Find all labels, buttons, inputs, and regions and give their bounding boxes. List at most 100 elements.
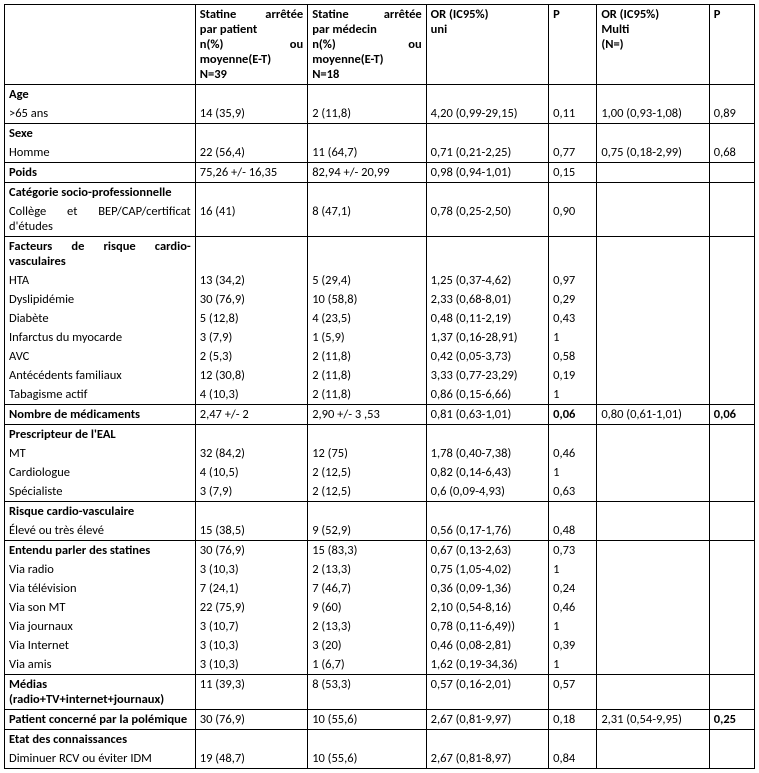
cell: 0,68 <box>709 143 754 163</box>
cell <box>597 328 709 347</box>
cell <box>709 163 754 183</box>
table-row: Patient concerné par la polémique30 (76,… <box>5 710 755 730</box>
h1f: moyenne(E-T) <box>200 52 271 67</box>
cell: 0,29 <box>549 290 597 309</box>
cell: 1,78 (0,40-7,38) <box>426 444 548 463</box>
cell: 22 (56,4) <box>195 143 307 163</box>
cell <box>709 560 754 579</box>
cell: 0,06 <box>709 405 754 425</box>
cell <box>426 183 548 203</box>
cell <box>709 444 754 463</box>
h1a: Statine <box>200 7 237 22</box>
cell: 3 (10,3) <box>195 560 307 579</box>
cell: Via son MT <box>5 598 196 617</box>
cell: 5 (12,8) <box>195 309 307 328</box>
cell <box>597 482 709 502</box>
cell: 0,48 <box>549 521 597 541</box>
h1c: par patient <box>200 22 257 37</box>
cell <box>709 237 754 272</box>
cell: 2,67 (0,81-8,97) <box>426 749 548 769</box>
cell <box>549 425 597 445</box>
cell: 12 (75) <box>308 444 426 463</box>
cell: Via radio <box>5 560 196 579</box>
cell <box>308 425 426 445</box>
cell <box>597 237 709 272</box>
col-header-medecin: Statine arrêtée par médecin n(%) ou moye… <box>308 5 426 85</box>
cell: 3,33 (0,77-23,29) <box>426 366 548 385</box>
cell <box>426 237 548 272</box>
table-row: Poids75,26 +/- 16,3582,94 +/- 20,990,98 … <box>5 163 755 183</box>
cell: 0,36 (0,09-1,36) <box>426 579 548 598</box>
h4: P <box>553 7 560 22</box>
cell <box>308 183 426 203</box>
cell <box>195 124 307 144</box>
col-header-or-multi: OR (IC95%) Multi (N=) <box>597 5 709 85</box>
cell: 82,94 +/- 20,99 <box>308 163 426 183</box>
cell: 3 (20) <box>308 636 426 655</box>
cell: 0,78 (0,25-2,50) <box>426 202 548 237</box>
cell: 0,06 <box>549 405 597 425</box>
cell <box>597 598 709 617</box>
cell: 0,56 (0,17-1,76) <box>426 521 548 541</box>
cell: 2 (11,8) <box>308 385 426 405</box>
cell: Dyslipidémie <box>5 290 196 309</box>
cell: 3 (7,9) <box>195 482 307 502</box>
cell: 0,39 <box>549 636 597 655</box>
cell <box>709 85 754 105</box>
table-row: Etat des connaissances <box>5 730 755 750</box>
cell: >65 ans <box>5 104 196 124</box>
cell: AVC <box>5 347 196 366</box>
h6: P <box>714 7 721 22</box>
cell: 0,48 (0,11-2,19) <box>426 309 548 328</box>
table-row: Catégorie socio-professionnelle <box>5 183 755 203</box>
cell <box>709 124 754 144</box>
cell: 0,19 <box>549 366 597 385</box>
cell <box>709 328 754 347</box>
cell: Via Internet <box>5 636 196 655</box>
cell: 2,67 (0,81-9,97) <box>426 710 548 730</box>
h3a: OR (IC95%) <box>431 7 489 22</box>
cell: 2,33 (0,68-8,01) <box>426 290 548 309</box>
cell: 3 (10,3) <box>195 636 307 655</box>
col-header-p-multi: P <box>709 5 754 85</box>
cell: Entendu parler des statines <box>5 541 196 561</box>
cell: 0,24 <box>549 579 597 598</box>
cell: 0,90 <box>549 202 597 237</box>
cell <box>597 183 709 203</box>
h5b: Multi <box>601 22 629 37</box>
table-row: Entendu parler des statines30 (76,9)15 (… <box>5 541 755 561</box>
cell: 0,15 <box>549 163 597 183</box>
cell: Risque cardio-vasculaire <box>5 502 196 522</box>
cell <box>426 124 548 144</box>
table-row: Age <box>5 85 755 105</box>
cell: 3 (7,9) <box>195 328 307 347</box>
cell <box>709 366 754 385</box>
cell <box>195 85 307 105</box>
table-row: Via Internet3 (10,3)3 (20)0,46 (0,08-2,8… <box>5 636 755 655</box>
cell: 0,63 <box>549 482 597 502</box>
cell: Facteurs de risque cardio-vasculaires <box>5 237 196 272</box>
table-row: Facteurs de risque cardio-vasculaires <box>5 237 755 272</box>
h3b: uni <box>431 22 448 37</box>
h1b: arrêtée <box>265 7 303 22</box>
table-row: Antécédents familiaux12 (30,8)2 (11,8)3,… <box>5 366 755 385</box>
cell: 2 (5,3) <box>195 347 307 366</box>
cell: 0,82 (0,14-6,43) <box>426 463 548 482</box>
cell: 1,62 (0,19-34,36) <box>426 655 548 675</box>
cell: 4,20 (0,99-29,15) <box>426 104 548 124</box>
cell: 2,31 (0,54-9,95) <box>597 710 709 730</box>
cell: 3 (10,7) <box>195 617 307 636</box>
cell <box>426 85 548 105</box>
cell <box>709 541 754 561</box>
cell: 1 <box>549 655 597 675</box>
cell: 30 (76,9) <box>195 290 307 309</box>
h2f: moyenne(E-T) <box>312 52 383 67</box>
table-row: >65 ans14 (35,9)2 (11,8)4,20 (0,99-29,15… <box>5 104 755 124</box>
h2b: arrêtée <box>384 7 422 22</box>
cell: 0,43 <box>549 309 597 328</box>
cell <box>308 124 426 144</box>
cell <box>709 636 754 655</box>
table-row: Diabète5 (12,8)4 (23,5)0,48 (0,11-2,19)0… <box>5 309 755 328</box>
cell <box>709 655 754 675</box>
cell: Patient concerné par la polémique <box>5 710 196 730</box>
